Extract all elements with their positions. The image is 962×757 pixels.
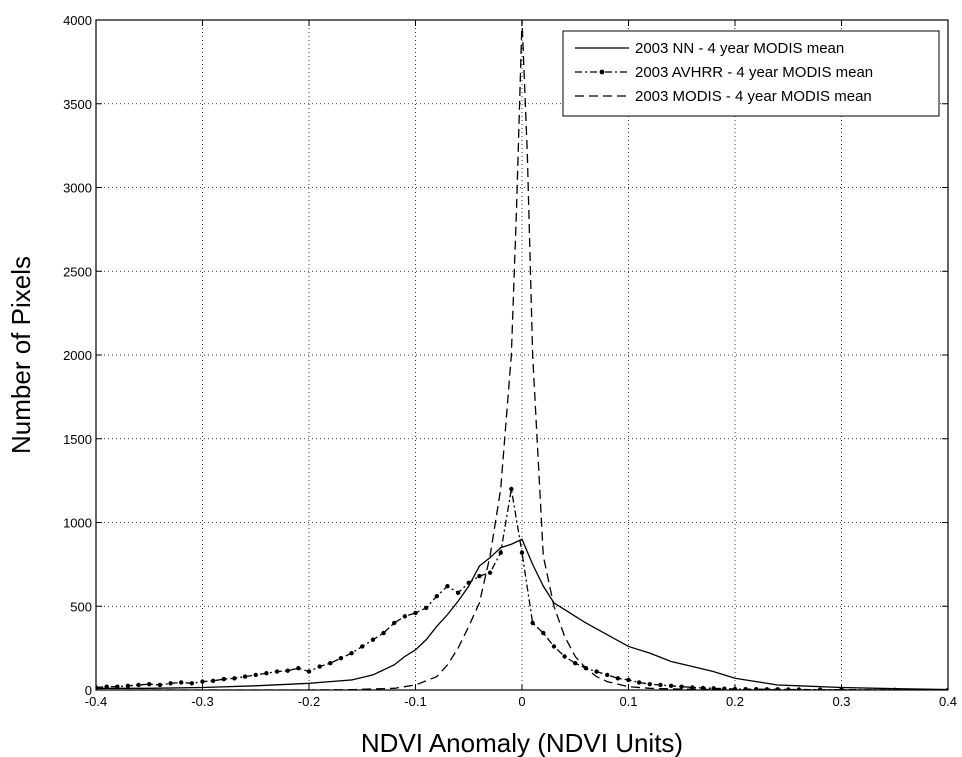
series-point-1 bbox=[125, 683, 131, 689]
x-tick-label: -0.1 bbox=[404, 694, 426, 709]
series-point-1 bbox=[658, 682, 663, 688]
series-point-1 bbox=[274, 669, 280, 674]
series-point-1 bbox=[690, 685, 695, 690]
series-point-1 bbox=[285, 668, 290, 673]
legend-label-2: 2003 MODIS - 4 year MODIS mean bbox=[635, 88, 872, 105]
series-point-1 bbox=[562, 654, 567, 659]
series-point-1 bbox=[487, 570, 493, 575]
series-point-1 bbox=[413, 610, 418, 616]
y-tick-label: 2000 bbox=[63, 348, 92, 363]
series-point-1 bbox=[605, 672, 610, 678]
y-tick-label: 2500 bbox=[63, 264, 92, 279]
series-point-1 bbox=[328, 661, 333, 666]
x-tick-label: 0.2 bbox=[726, 694, 744, 709]
y-axis-title: Number of Pixels bbox=[6, 256, 36, 454]
series-point-1 bbox=[232, 676, 237, 681]
series-point-1 bbox=[317, 664, 322, 669]
y-tick-label: 0 bbox=[85, 683, 92, 698]
series-point-1 bbox=[221, 676, 226, 682]
series-point-1 bbox=[338, 655, 344, 661]
y-tick-label: 500 bbox=[70, 599, 92, 614]
y-tick-label: 3500 bbox=[63, 97, 92, 112]
grid-layer bbox=[96, 20, 948, 690]
series-line-0 bbox=[96, 538, 948, 690]
series-point-1 bbox=[179, 680, 184, 685]
legend-box bbox=[562, 30, 940, 117]
series-point-1 bbox=[573, 661, 578, 666]
x-axis-title: NDVI Anomaly (NDVI Units) bbox=[361, 728, 683, 757]
series-layer bbox=[96, 20, 948, 690]
series-point-1 bbox=[615, 676, 621, 681]
x-tick-label: 0.1 bbox=[619, 694, 637, 709]
x-tick-label: 0.4 bbox=[939, 694, 957, 709]
series-point-1 bbox=[136, 682, 141, 688]
series-point-1 bbox=[392, 620, 397, 626]
series-point-1 bbox=[434, 594, 439, 599]
series-point-1 bbox=[210, 678, 216, 683]
series-point-1 bbox=[626, 677, 631, 683]
series-point-1 bbox=[147, 681, 152, 687]
series-point-1 bbox=[296, 666, 301, 671]
series-point-1 bbox=[509, 486, 514, 492]
series-point-1 bbox=[668, 683, 674, 689]
series-line-2 bbox=[96, 20, 948, 690]
legend-label-1: 2003 AVHRR - 4 year MODIS mean bbox=[635, 64, 873, 81]
series-point-1 bbox=[349, 650, 354, 656]
y-tick-label: 3000 bbox=[63, 181, 92, 196]
series-point-1 bbox=[519, 550, 525, 555]
series-point-1 bbox=[679, 684, 684, 689]
series-point-1 bbox=[381, 630, 386, 636]
series-point-1 bbox=[551, 644, 557, 649]
x-tick-label: -0.3 bbox=[191, 694, 213, 709]
series-point-1 bbox=[530, 620, 535, 626]
series-point-1 bbox=[306, 669, 312, 674]
y-tick-label: 4000 bbox=[63, 13, 92, 28]
series-point-1 bbox=[264, 671, 269, 676]
series-point-1 bbox=[115, 684, 120, 689]
series-point-1 bbox=[370, 637, 376, 642]
series-point-1 bbox=[541, 630, 546, 636]
x-tick-label: 0 bbox=[518, 694, 525, 709]
series-point-1 bbox=[189, 681, 195, 686]
x-tick-label: -0.2 bbox=[298, 694, 320, 709]
series-point-1 bbox=[360, 644, 365, 649]
series-line-1 bbox=[96, 488, 948, 690]
legend: 2003 NN - 4 year MODIS mean 2003 AVHRR - … bbox=[562, 30, 940, 117]
legend-label-0: 2003 NN - 4 year MODIS mean bbox=[635, 40, 844, 57]
legend-marker-1 bbox=[599, 69, 605, 75]
series-point-1 bbox=[168, 681, 173, 686]
series-point-1 bbox=[636, 680, 642, 685]
x-tick-label: -0.4 bbox=[85, 694, 107, 709]
series-point-1 bbox=[477, 573, 482, 579]
series-point-1 bbox=[466, 580, 471, 585]
series-point-1 bbox=[594, 669, 599, 674]
series-point-1 bbox=[445, 583, 450, 589]
series-point-1 bbox=[104, 684, 109, 689]
series-point-1 bbox=[242, 674, 248, 679]
series-point-1 bbox=[711, 686, 716, 690]
series-point-1 bbox=[498, 550, 503, 555]
x-tick-label: 0.3 bbox=[832, 694, 850, 709]
series-point-1 bbox=[455, 590, 461, 596]
series-point-1 bbox=[647, 681, 652, 687]
y-tick-label: 1500 bbox=[63, 432, 92, 447]
series-point-1 bbox=[200, 679, 205, 684]
series-point-1 bbox=[402, 614, 408, 619]
tick-layer: -0.4 -0.3 -0.2 -0.1 0 0.1 0.2 0.3 0.4 0 500 1000 150… bbox=[63, 13, 957, 709]
series-point-1 bbox=[157, 682, 163, 688]
series-point-1 bbox=[423, 605, 429, 611]
y-tick-label: 1000 bbox=[63, 516, 92, 531]
series-point-1 bbox=[253, 672, 258, 678]
